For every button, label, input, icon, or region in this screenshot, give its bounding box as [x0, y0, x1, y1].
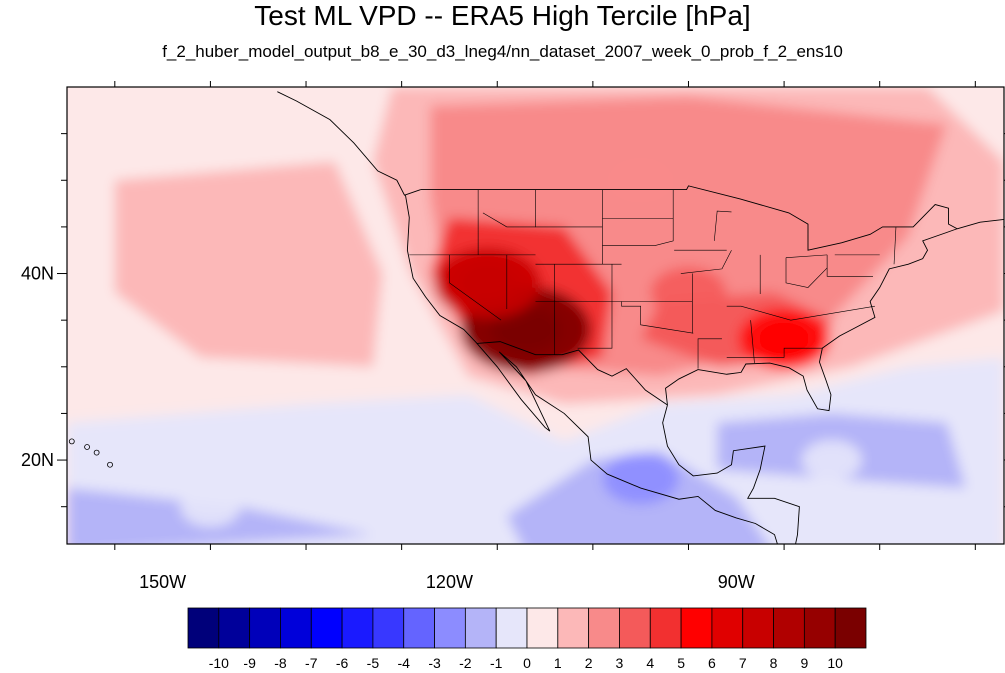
colorbar-swatch	[464, 607, 497, 649]
map-frame	[66, 86, 1005, 545]
colorbar-label: -1	[490, 655, 503, 671]
colorbar-label: -10	[209, 655, 229, 671]
colorbar-swatch	[711, 607, 744, 649]
colorbar-label: 10	[827, 655, 843, 671]
field-region	[606, 157, 675, 203]
state-border	[577, 264, 613, 349]
state-border	[785, 254, 828, 258]
x-tick-label: 150W	[139, 572, 186, 592]
colorbar-swatch	[403, 607, 435, 649]
colorbar-label: -7	[305, 655, 318, 671]
field-region-core	[458, 262, 517, 303]
colorbar-label: 6	[708, 655, 716, 671]
field-band-warm	[114, 161, 383, 367]
field-region	[801, 439, 863, 481]
colorbar-swatch	[773, 607, 805, 649]
state-border	[893, 226, 897, 265]
colorbar-swatch	[310, 607, 343, 649]
colorbar-label: -8	[274, 655, 287, 671]
state-border	[621, 301, 694, 334]
island	[93, 449, 100, 456]
coastline-gulf	[662, 404, 800, 544]
colorbar-swatch	[649, 607, 682, 649]
state-border	[482, 189, 536, 228]
colorbar-label: -9	[243, 655, 256, 671]
chart-title: Test ML VPD -- ERA5 High Tercile [hPa]	[254, 0, 751, 31]
field-region	[650, 266, 727, 318]
colorbar-label: 3	[616, 655, 624, 671]
colorbar-swatch	[834, 607, 867, 649]
x-tick-label: 90W	[718, 572, 755, 592]
field-layer	[67, 87, 1004, 544]
state-border	[826, 254, 874, 277]
field-region-core	[490, 305, 562, 354]
colorbar-swatch	[495, 607, 528, 649]
chart-subtitle: f_2_huber_model_output_b8_e_30_d3_lneg4/…	[162, 42, 843, 61]
island	[84, 444, 90, 450]
field-region	[227, 300, 289, 341]
colorbar-swatch	[588, 607, 620, 649]
colorbar-swatch	[187, 607, 220, 649]
colorbar-swatch	[218, 607, 251, 649]
field-region	[180, 486, 241, 527]
island	[68, 438, 75, 445]
colorbar-label: -6	[336, 655, 349, 671]
colorbar-label: 8	[770, 655, 778, 671]
colorbar-label: -3	[428, 655, 441, 671]
colorbar-label: -4	[398, 655, 411, 671]
colorbar-label: -5	[367, 655, 380, 671]
colorbar-swatch	[372, 607, 405, 649]
state-border	[680, 250, 732, 274]
colorbar-swatch	[249, 607, 281, 649]
state-border	[726, 305, 875, 321]
state-border	[785, 257, 828, 288]
island	[107, 461, 113, 468]
colorbar-label: 2	[585, 655, 593, 671]
colorbar-swatch	[526, 607, 559, 649]
colorbar-label: 0	[523, 655, 531, 671]
field-region	[602, 453, 679, 504]
state-border	[697, 338, 722, 369]
coastline-west	[405, 195, 778, 544]
y-tick-label: 20N	[21, 450, 54, 470]
state-border	[602, 189, 674, 246]
y-tick-label: 40N	[21, 264, 54, 284]
colorbar-swatch	[742, 607, 774, 649]
colorbar-swatch	[619, 607, 651, 649]
colorbar-label: -2	[459, 655, 472, 671]
field-region-core	[759, 321, 809, 356]
state-border	[750, 320, 755, 364]
coastline-east	[665, 218, 1004, 412]
colorbar-swatch	[803, 607, 836, 649]
coastline-canada-west	[277, 91, 421, 196]
colorbar-swatch	[557, 607, 590, 649]
colorbar-swatch	[280, 607, 312, 649]
colorbar-label: 4	[646, 655, 654, 671]
colorbar-label: 9	[800, 655, 808, 671]
colorbar-label: 1	[554, 655, 562, 671]
colorbar-swatch	[341, 607, 374, 649]
colorbar-swatch	[680, 607, 713, 649]
field-band-cool	[67, 357, 1004, 544]
x-tick-label: 120W	[426, 572, 473, 592]
colorbar-label: 5	[677, 655, 685, 671]
colorbar-swatch	[434, 607, 466, 649]
colorbar-label: 7	[739, 655, 747, 671]
state-border	[726, 347, 823, 358]
border-us-canada	[420, 185, 958, 251]
border-us-mexico	[477, 341, 668, 406]
state-border	[449, 254, 502, 321]
state-border	[713, 210, 732, 241]
